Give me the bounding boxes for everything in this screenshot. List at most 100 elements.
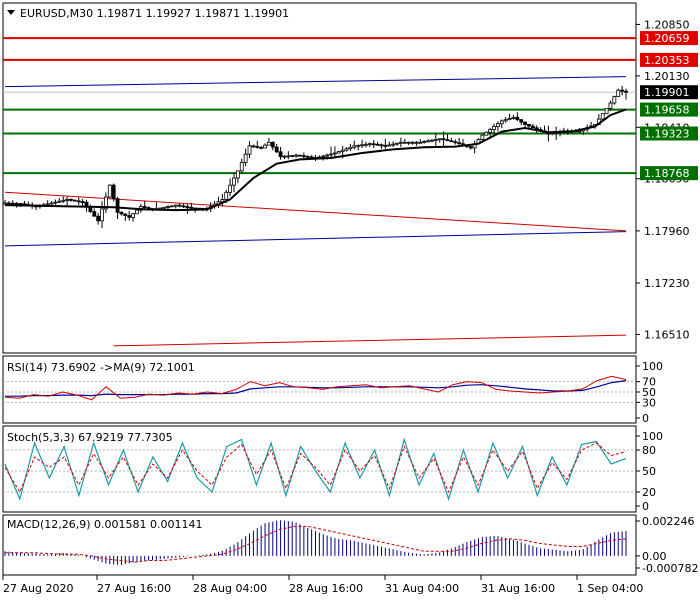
trend-line[interactable] (4, 231, 627, 247)
macd-histogram (4, 520, 627, 565)
candle-body (115, 198, 120, 213)
price-tick-label: 1.20130 (644, 70, 690, 83)
price-panel: 1.208501.201301.194101.186901.179601.172… (2, 2, 698, 354)
trend-line[interactable] (113, 334, 627, 347)
sub-tick-label: 20 (642, 486, 656, 499)
rsi-line (4, 375, 627, 401)
macd-signal-line (5, 525, 627, 563)
candle-body (135, 209, 139, 215)
candle-body (457, 142, 462, 145)
level-tag (640, 126, 698, 141)
candle-body (620, 89, 625, 92)
candle-body (18, 203, 23, 205)
candle-body (189, 206, 194, 209)
stoch-k-line (4, 437, 627, 502)
sub-tick-label: 50 (642, 465, 656, 478)
time-tick-label: 31 Aug 16:00 (481, 582, 555, 595)
candle-body (72, 199, 77, 202)
trend-line[interactable] (4, 76, 627, 88)
candle-body (232, 177, 236, 186)
candle-body (398, 141, 403, 144)
sub-tick-label: 80 (642, 444, 656, 457)
candle-body (181, 205, 186, 208)
candle-body (61, 199, 66, 202)
candle-body (406, 141, 411, 144)
candle-body (57, 200, 62, 203)
candle-body (305, 155, 310, 158)
candle-body (6, 202, 11, 205)
stoch-panel-frame (2, 425, 637, 513)
collapse-triangle-icon[interactable] (7, 10, 15, 15)
rsi-grid (3, 381, 636, 403)
candle-body (391, 143, 396, 146)
candle-body (259, 146, 264, 149)
level-tag-label: 1.19658 (644, 104, 690, 117)
macd-label: MACD(12,26,9) 0.001581 0.001141 (7, 518, 203, 531)
candle-body (177, 204, 182, 207)
candle-body (96, 215, 101, 222)
time-tick-label: 1 Sep 04:00 (577, 582, 643, 595)
trend-line[interactable] (4, 191, 627, 232)
candle-body (224, 191, 229, 200)
price-tick-label: 1.16510 (644, 328, 690, 341)
stoch-grid (3, 449, 636, 493)
candle-body (348, 146, 353, 150)
macd-panel: 0.002246 0.00-0.000782 MACD(12,26,9) 0.00… (2, 514, 698, 576)
candle-body (239, 162, 244, 172)
level-tag-label: 1.18768 (644, 167, 690, 180)
candle-body (127, 215, 132, 218)
sub-tick-label: 0 (642, 500, 649, 513)
candle-body (100, 208, 104, 222)
candle-body (123, 213, 128, 217)
sub-tick-label: 0 (642, 412, 649, 425)
candle-body (119, 211, 124, 215)
candle-body (131, 213, 135, 218)
level-tag (640, 52, 698, 67)
sub-tick-label: 100 (642, 430, 663, 443)
rsi-label: RSI(14) 73.6902 ->MA(9) 72.1001 (7, 361, 195, 374)
sub-tick-label: 0.00 (642, 550, 667, 563)
level-tag-label: 1.19323 (644, 128, 690, 141)
candle-body (251, 145, 256, 148)
candle-body (146, 207, 151, 209)
time-tick-label: 28 Aug 04:00 (193, 582, 267, 595)
rsi-ma-line (5, 380, 627, 397)
candle-body (65, 199, 69, 201)
candle-body (3, 202, 7, 205)
candle-body (519, 119, 524, 123)
candle-body (169, 205, 174, 208)
candle-body (364, 143, 368, 146)
candle-body (329, 153, 333, 156)
candle-body (418, 141, 423, 144)
candle-body (395, 142, 399, 145)
candle-body (604, 107, 609, 115)
candle-body (410, 141, 415, 144)
candle-body (278, 151, 283, 157)
candle-body (49, 202, 54, 205)
sub-tick-label: 100 (642, 360, 663, 373)
candle-body (356, 144, 361, 147)
candle-body (414, 141, 419, 144)
level-tags: 1.20659 1.20353 1.19658 1.19323 1.18768 1.199… (640, 31, 698, 181)
level-tag-label: 1.20353 (644, 54, 690, 67)
candle-body (321, 155, 326, 158)
candle-body (515, 116, 520, 121)
candle-body (309, 156, 314, 159)
candle-body (453, 141, 458, 144)
candle-body (496, 123, 500, 127)
candle-body (371, 143, 376, 146)
price-tick-label: 1.17230 (644, 277, 690, 290)
candle-body (111, 184, 116, 200)
candle-body (445, 139, 450, 142)
candle-body (173, 204, 178, 207)
candle-body (340, 149, 345, 152)
candle-body (608, 102, 613, 109)
candle-body (104, 196, 108, 210)
level-tag (640, 102, 698, 117)
candle-body (298, 154, 302, 157)
candle-body (270, 141, 275, 148)
